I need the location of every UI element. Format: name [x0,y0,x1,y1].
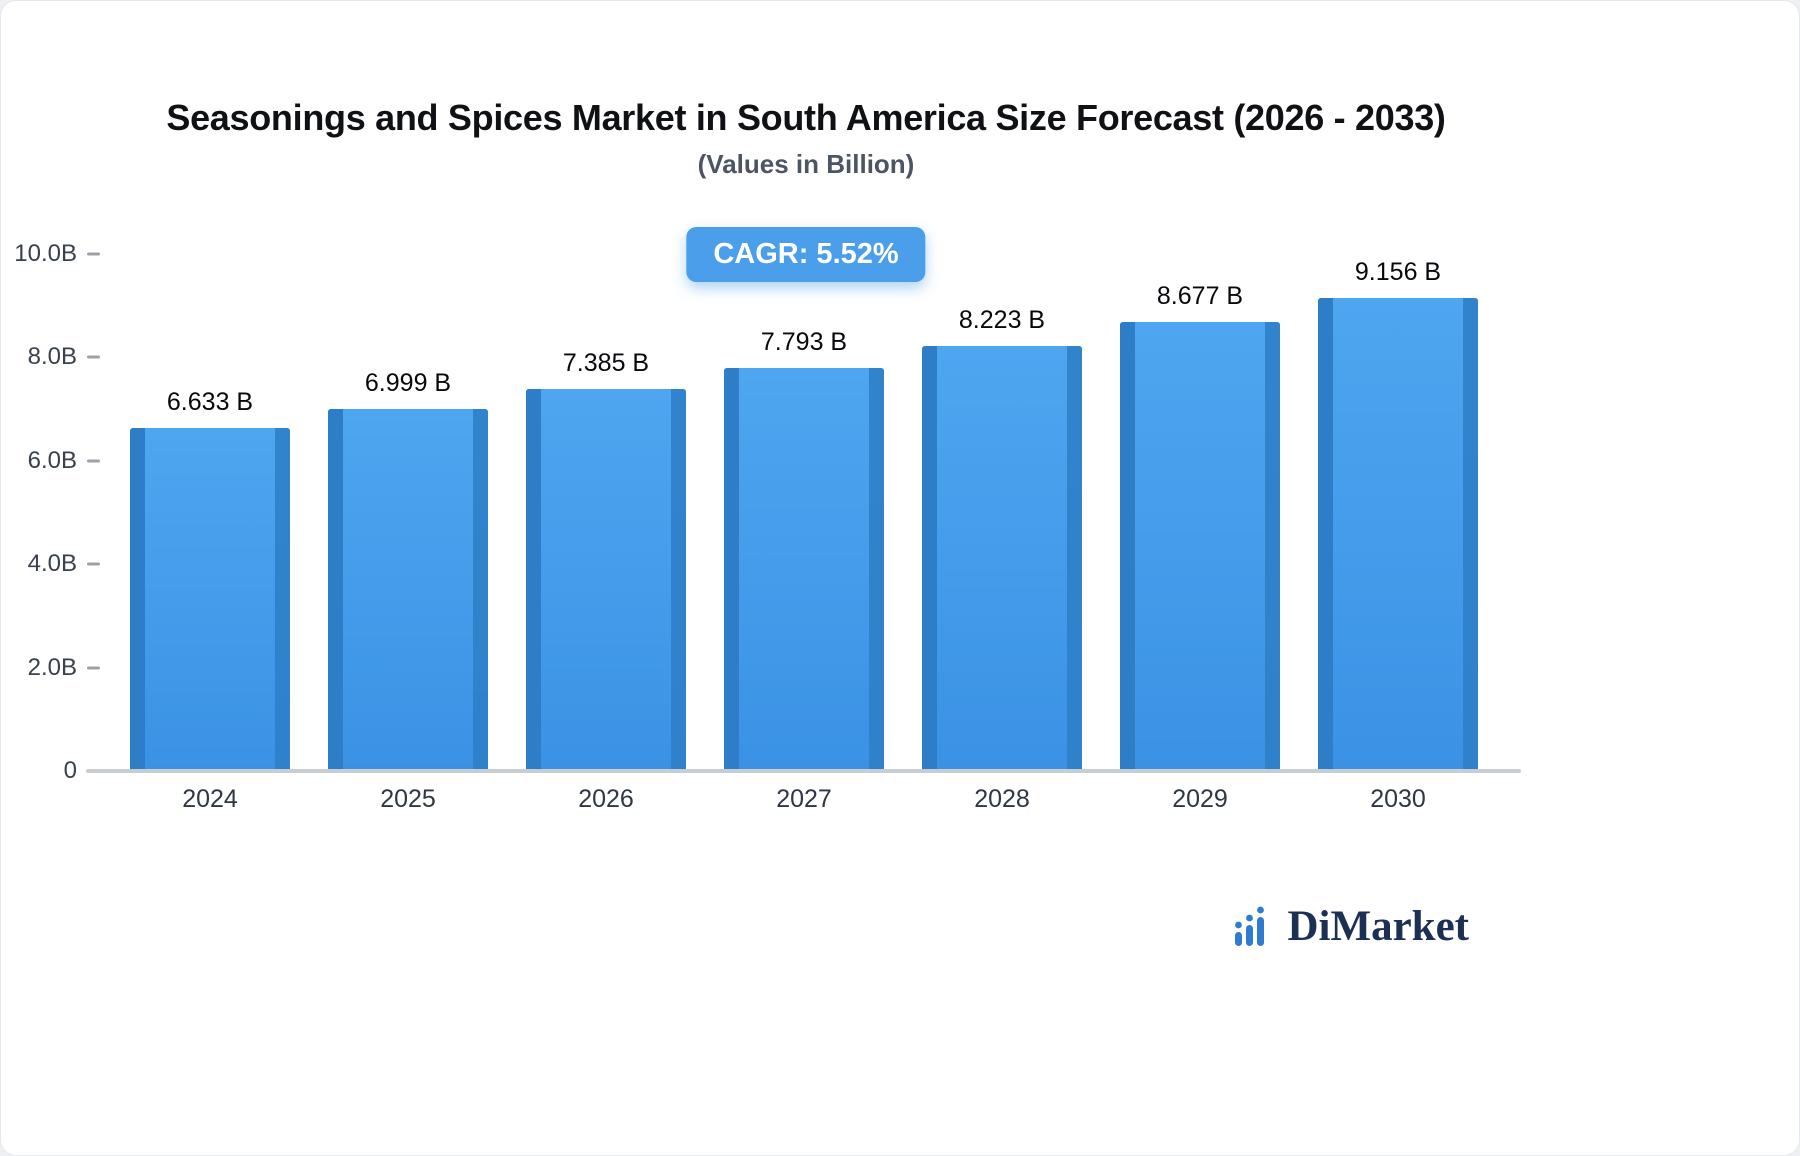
bar-value-label: 6.999 B [364,369,452,397]
bar-left-shade [526,389,541,771]
chart-subtitle: (Values in Billion) [697,149,915,179]
bar-2028 [922,346,1082,771]
bar-2027 [724,368,884,771]
bar-right-shade [869,368,884,771]
y-tick-label: 6.0B [27,446,77,474]
x-tick-label: 2029 [1172,785,1228,813]
bar-left-shade [922,346,937,771]
x-tick-label: 2025 [380,785,436,813]
y-tick-label: 2.0B [27,653,77,681]
bar-right-shade [275,428,290,771]
bar-value-label: 7.793 B [760,328,848,356]
bar-right-shade [1067,346,1082,771]
bar-right-shade [473,409,488,771]
bar-2024 [130,428,290,771]
y-tick-mark [87,252,100,256]
brand-logo-text: DiMarket [1287,902,1470,950]
y-tick-mark [87,459,100,463]
y-tick-mark [87,562,100,566]
bar-value-label: 8.223 B [958,306,1046,334]
x-axis-baseline [86,769,1521,773]
x-tick-label: 2026 [578,785,634,813]
bar-value-label: 9.156 B [1354,258,1442,286]
bar-value-label: 6.633 B [166,388,254,416]
bar-2029 [1120,322,1280,771]
bar-right-shade [1463,298,1478,771]
x-tick-label: 2024 [182,785,238,813]
cagr-badge: CAGR: 5.52% [686,227,926,282]
y-tick-label: 10.0B [14,240,77,267]
bar-2026 [526,389,686,771]
plot-area: 6.633 B 6.999 B 7.385 B 7.793 B 8.223 B 8.677… [101,254,1521,771]
y-tick-label: 4.0B [27,550,77,578]
bar-left-shade [724,368,739,771]
bar-right-shade [671,389,686,771]
bar-left-shade [1318,298,1333,771]
bar-chart-logo-icon [1233,904,1277,948]
bar-value-label: 7.385 B [562,349,650,377]
y-axis: 10.0B 8.0B 6.0B 4.0B 2.0B 0 [1,240,101,784]
x-tick-label: 2028 [974,785,1030,813]
y-tick-mark [87,355,100,359]
bar-value-label: 8.677 B [1156,282,1244,310]
bar-right-shade [1265,322,1280,771]
x-tick-label: 2027 [776,785,832,813]
y-tick-label: 0 [63,757,77,784]
bar-2025 [328,409,488,771]
x-tick-label: 2030 [1370,785,1426,813]
bar-left-shade [328,409,343,771]
bar-left-shade [130,428,145,771]
y-tick-mark [87,666,100,670]
chart-title: Seasonings and Spices Market in South Am… [166,97,1446,138]
x-axis: 2024 2025 2026 2027 2028 2029 2030 [101,785,1521,825]
y-tick-label: 8.0B [27,343,77,371]
brand-logo: DiMarket [1233,902,1470,950]
bar-2030 [1318,298,1478,771]
bar-left-shade [1120,322,1135,771]
